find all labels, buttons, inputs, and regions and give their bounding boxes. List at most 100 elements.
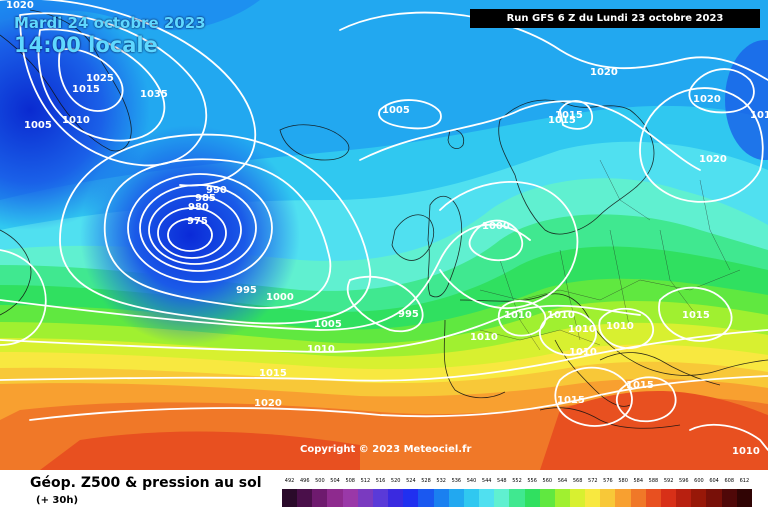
geopotential-field	[0, 0, 768, 470]
copyright-notice: Copyright © 2023 Meteociel.fr	[300, 444, 472, 455]
color-scale-swatch	[433, 489, 449, 507]
forecast-step: (+ 30h)	[36, 495, 79, 506]
color-scale-value: 576	[603, 478, 613, 484]
color-scale-value: 548	[497, 478, 507, 484]
color-scale-swatch	[372, 489, 389, 507]
isobar-label: 1020	[693, 94, 721, 105]
color-scale-value: 532	[436, 478, 446, 484]
color-scale-swatch	[630, 489, 646, 507]
color-scale-value: 556	[527, 478, 537, 484]
color-scale-value: 516	[375, 478, 386, 484]
forecast-date: Mardi 24 octobre 2023	[14, 14, 206, 32]
isobars	[0, 0, 768, 451]
model-run-info: Run GFS 6 Z du Lundi 23 octobre 2023	[470, 9, 760, 28]
color-scale-swatch	[554, 489, 570, 507]
color-scale-swatch	[569, 489, 586, 507]
color-scale-swatch	[342, 489, 358, 507]
forecast-local-time: 14:00 locale	[14, 33, 158, 57]
color-scale-value: 608	[724, 478, 735, 484]
isobar-label: 1005	[24, 120, 52, 131]
color-scale-value: 600	[694, 478, 704, 484]
color-scale-value: 588	[648, 478, 659, 484]
color-scale-value: 592	[663, 478, 674, 484]
product-title: Géop. Z500 & pression au sol	[30, 475, 262, 491]
isobar-label: 980	[188, 202, 209, 213]
isobar-label: 985	[195, 193, 216, 204]
color-scale-swatch	[448, 489, 464, 507]
isobar-label: 1005	[314, 319, 342, 330]
isobar-label: 1020	[590, 67, 618, 78]
footer-bar: Géop. Z500 & pression au sol (+ 30h) 492…	[0, 470, 768, 512]
isobar-label: 1010	[732, 446, 760, 457]
isobar-labels: 1020 1035 1025 1015 1010 1005 1005 990 9…	[6, 0, 768, 457]
isobar-label: 1035	[140, 89, 168, 100]
isobar-label: 101	[750, 110, 768, 121]
color-scale-value: 500	[315, 478, 325, 484]
color-scale-value: 504	[330, 478, 340, 484]
color-scale-swatch	[282, 489, 298, 507]
color-scale-value: 584	[633, 478, 644, 484]
color-scale-swatch	[312, 489, 328, 507]
color-scale-swatch	[721, 489, 737, 507]
color-scale-swatch	[509, 489, 525, 507]
color-scale-value: 568	[572, 478, 583, 484]
color-scale-value: 560	[542, 478, 553, 484]
isobar-label: 995	[398, 309, 419, 320]
isobar-label: 1015	[626, 380, 654, 391]
color-scale-value: 496	[299, 478, 310, 484]
isobar-label: 1000	[482, 221, 510, 232]
color-scale-value: 528	[421, 478, 431, 484]
color-scale-swatch	[479, 489, 495, 507]
color-scale-swatch	[691, 489, 707, 507]
color-scale-value: 536	[451, 478, 462, 484]
color-scale-swatch	[494, 489, 510, 507]
color-scale-labels: 492 496 500 504 508 512 516 520 524 528 532 536 540 5…	[282, 478, 752, 488]
color-scale-swatch	[676, 489, 692, 507]
color-scale-swatch	[585, 489, 601, 507]
isobar-label: 1025	[86, 73, 114, 84]
isobar-label: 1010	[470, 332, 498, 343]
isobar-label: 1015	[72, 84, 100, 95]
color-scale-swatch	[615, 489, 631, 507]
color-scale-value: 520	[390, 478, 401, 484]
color-scale-legend: 492 496 500 504 508 512 516 520 524 528 532 536 540 5…	[282, 478, 752, 507]
isobar-label: 1010	[606, 321, 634, 332]
isobar-label: 1015	[259, 368, 287, 379]
isobar-label: 1010	[569, 347, 597, 358]
isobar-label: 1010	[547, 310, 575, 321]
color-scale-value: 596	[678, 478, 689, 484]
color-scale-value: 612	[739, 478, 750, 484]
isobar-label: 1015	[557, 395, 585, 406]
color-scale-swatch	[418, 489, 434, 507]
color-scale-swatch	[297, 489, 313, 507]
color-scale-swatch	[403, 489, 419, 507]
borders	[479, 159, 741, 351]
isobar-label: 1010	[504, 310, 532, 321]
color-scale-value: 544	[481, 478, 492, 484]
isobar-label: 1000	[266, 292, 294, 303]
color-scale-bar	[282, 489, 752, 507]
forecast-map: 1020 1035 1025 1015 1010 1005 1005 990 9…	[0, 0, 768, 470]
color-scale-value: 508	[345, 478, 355, 484]
color-scale-swatch	[524, 489, 540, 507]
color-scale-value: 540	[466, 478, 477, 484]
color-scale-swatch	[645, 489, 661, 507]
color-scale-value: 524	[406, 478, 416, 484]
isobar-label: 1010	[568, 324, 596, 335]
color-scale-swatch	[327, 489, 343, 507]
color-scale-swatch	[388, 489, 404, 507]
color-scale-value: 492	[284, 478, 295, 484]
isobar-label: 1005	[382, 105, 410, 116]
isobar-label: 990	[206, 185, 227, 196]
color-scale-value: 512	[360, 478, 371, 484]
isobar-label: 1015	[682, 310, 710, 321]
color-scale-swatch	[357, 489, 373, 507]
isobar-label: 1020	[6, 0, 34, 11]
color-scale-value: 564	[557, 478, 568, 484]
isobar-label: 995	[236, 285, 257, 296]
color-scale-swatch	[600, 489, 616, 507]
color-scale-swatch	[463, 489, 480, 507]
color-scale-swatch	[660, 489, 677, 507]
isobar-label: 1020	[254, 398, 282, 409]
